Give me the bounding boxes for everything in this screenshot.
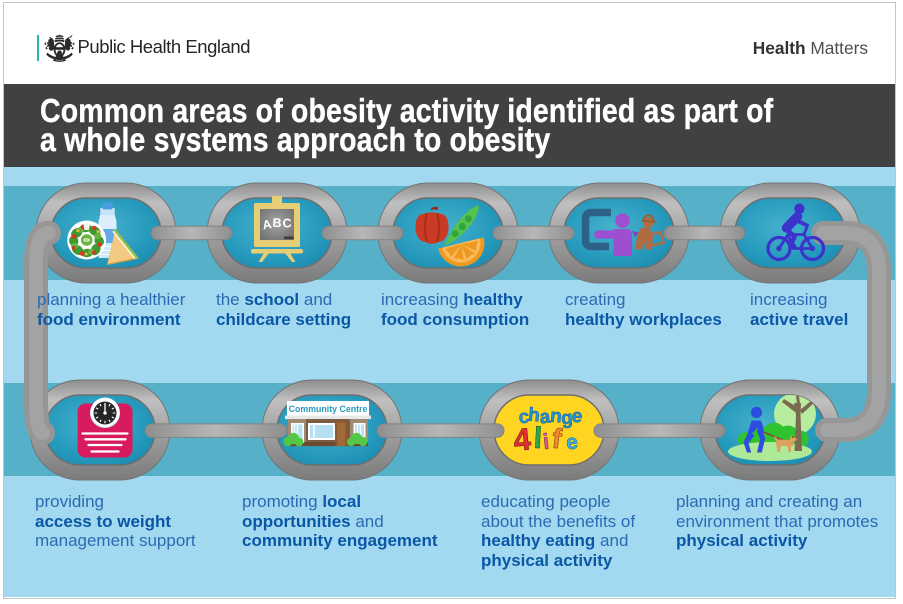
- svg-text:A: A: [261, 217, 272, 232]
- svg-text:B: B: [272, 216, 282, 231]
- svg-text:h: h: [527, 405, 540, 427]
- svg-text:C: C: [282, 216, 292, 230]
- svg-text:l: l: [533, 422, 543, 455]
- svg-text:e: e: [571, 405, 584, 427]
- svg-text:c: c: [517, 406, 531, 428]
- svg-text:g: g: [560, 408, 573, 430]
- svg-text:i: i: [542, 429, 551, 455]
- svg-text:4: 4: [512, 421, 533, 457]
- svg-text:n: n: [549, 406, 562, 428]
- svg-text:Community Centre: Community Centre: [289, 404, 368, 414]
- svg-text:a: a: [539, 406, 552, 428]
- svg-text:e: e: [565, 430, 579, 454]
